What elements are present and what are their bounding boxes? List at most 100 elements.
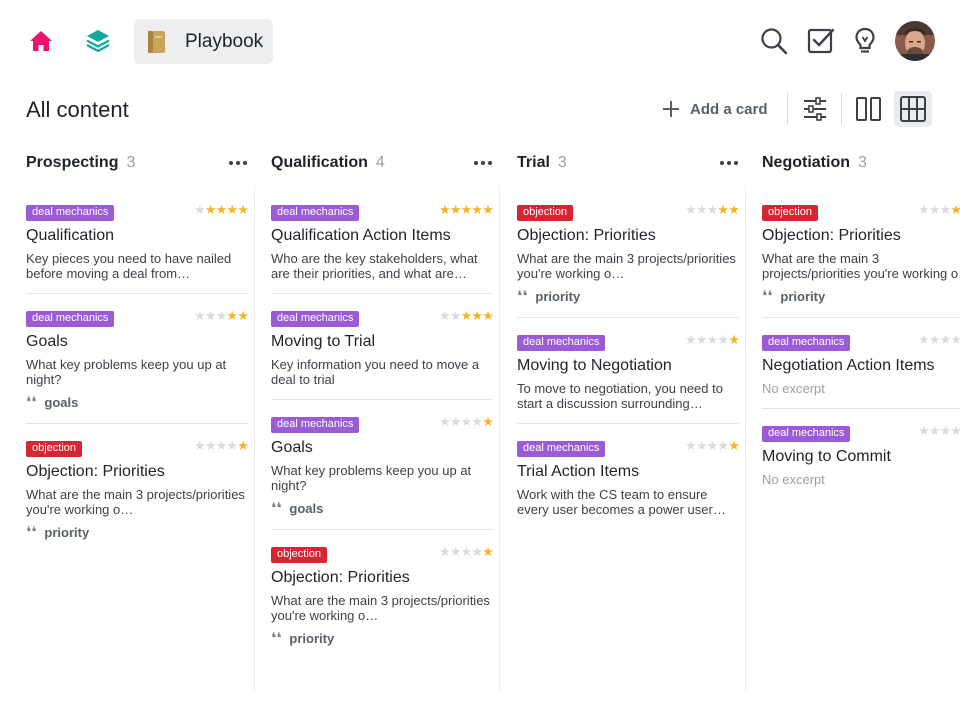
content-card[interactable]: deal mechanics ★ ★ ★ ★ ★ Goals What key problem… bbox=[271, 414, 494, 517]
content-card[interactable]: deal mechanics ★ ★ ★ ★ ★ Qualification Key piec… bbox=[26, 202, 249, 281]
tag-badge: deal mechanics bbox=[517, 441, 606, 457]
grid-view-icon[interactable] bbox=[894, 91, 932, 127]
columns-view-icon[interactable] bbox=[855, 95, 883, 123]
quote-label: priority bbox=[780, 288, 826, 304]
column-divider bbox=[745, 186, 746, 691]
quote-label: priority bbox=[44, 524, 90, 540]
star-rating: ★★★★★ bbox=[194, 202, 249, 217]
star-icon: ★ bbox=[918, 202, 930, 217]
add-card-label: Add a card bbox=[690, 100, 768, 118]
quote-icon: ❛❛ bbox=[26, 524, 37, 541]
tag-badge: deal mechanics bbox=[26, 311, 115, 327]
card-excerpt: No excerpt bbox=[762, 472, 825, 487]
add-card-button[interactable]: Add a card bbox=[661, 96, 768, 122]
tag-badge: deal mechanics bbox=[517, 335, 606, 351]
tag-badge: deal mechanics bbox=[271, 205, 360, 221]
content-card[interactable]: deal mechanics ★★★★★ Moving to Commit No ex… bbox=[762, 423, 960, 487]
star-icon: ★ bbox=[449, 202, 462, 217]
card-excerpt: What are the main 3 projects/priorities … bbox=[271, 593, 490, 623]
content-card[interactable]: deal mechanics ★ ★ ★ ★ ★ Moving to Trial Key in… bbox=[271, 308, 494, 387]
search-icon[interactable] bbox=[759, 26, 789, 56]
card-title: Qualification bbox=[26, 227, 115, 244]
content-card[interactable]: objection★★★★★Objection: PrioritiesWhat … bbox=[762, 202, 960, 305]
star-icon: ★ bbox=[717, 332, 730, 347]
star-icon: ★ bbox=[439, 544, 451, 559]
star-icon: ★ bbox=[717, 202, 730, 217]
star-icon: ★ bbox=[717, 438, 730, 453]
column-title: Prospecting bbox=[26, 154, 119, 171]
card-excerpt: No excerpt bbox=[762, 381, 825, 396]
column-title: Trial bbox=[517, 154, 550, 171]
card-excerpt: What are the main 3 projects/priorities … bbox=[26, 487, 245, 517]
star-icon: ★ bbox=[695, 438, 708, 453]
star-icon: ★ bbox=[471, 414, 484, 429]
content-card[interactable]: deal mechanics ★ ★ ★ ★ ★ Goals What key problem… bbox=[26, 308, 249, 411]
playbook-tab[interactable]: Playbook bbox=[134, 19, 273, 64]
avatar[interactable] bbox=[895, 21, 935, 61]
content-card[interactable]: deal mechanics ★ ★ ★ ★ ★ Moving to Negotiation… bbox=[517, 332, 740, 411]
star-icon: ★ bbox=[226, 308, 239, 323]
star-rating: ★★★★★ bbox=[439, 202, 494, 217]
quote-icon: ❛❛ bbox=[762, 288, 773, 305]
star-icon: ★ bbox=[728, 202, 740, 217]
star-icon: ★ bbox=[939, 332, 952, 347]
quote-icon: ❛❛ bbox=[517, 288, 528, 305]
column-header: Negotiation 3 bbox=[762, 150, 960, 176]
star-icon: ★ bbox=[460, 202, 473, 217]
board-column: Prospecting 3 deal mechanics ★ ★ ★ ★ ★ Qualifica… bbox=[26, 150, 249, 541]
star-icon: ★ bbox=[950, 202, 960, 217]
filter-icon[interactable] bbox=[802, 96, 828, 122]
card-excerpt: What are the main 3 projects/priorities … bbox=[762, 251, 960, 281]
star-icon: ★ bbox=[471, 308, 484, 323]
more-options-icon[interactable] bbox=[473, 156, 493, 170]
lightbulb-icon[interactable] bbox=[850, 26, 880, 56]
card-divider bbox=[762, 317, 960, 318]
card-divider bbox=[517, 317, 739, 318]
tag-badge: deal mechanics bbox=[762, 335, 851, 351]
star-icon: ★ bbox=[204, 308, 217, 323]
star-icon: ★ bbox=[237, 202, 249, 217]
more-options-icon[interactable] bbox=[719, 156, 739, 170]
star-rating: ★★★★★ bbox=[685, 332, 740, 347]
playbook-label: Playbook bbox=[185, 30, 264, 52]
card-title: Objection: Priorities bbox=[517, 227, 656, 244]
board-column: Qualification 4 deal mechanics ★ ★ ★ ★ ★ Qualifi… bbox=[271, 150, 494, 647]
toolbar-divider bbox=[841, 93, 842, 125]
content-card[interactable]: deal mechanics ★ ★ ★ ★ ★ Trial Action Items Wor… bbox=[517, 438, 740, 517]
star-icon: ★ bbox=[928, 332, 941, 347]
home-icon[interactable] bbox=[28, 28, 54, 54]
tag-badge: deal mechanics bbox=[271, 311, 360, 327]
star-rating: ★★★★★ bbox=[439, 544, 494, 559]
plus-icon bbox=[663, 101, 679, 117]
card-title: Objection: Priorities bbox=[762, 227, 901, 244]
card-title: Goals bbox=[26, 333, 68, 350]
layers-icon[interactable] bbox=[84, 27, 112, 55]
toolbar-divider bbox=[787, 93, 788, 125]
star-icon: ★ bbox=[215, 308, 228, 323]
more-options-icon[interactable] bbox=[228, 156, 248, 170]
star-rating: ★★★★★ bbox=[918, 333, 960, 346]
star-icon: ★ bbox=[215, 438, 228, 453]
star-icon: ★ bbox=[460, 544, 473, 559]
quote-label: goals bbox=[44, 394, 79, 410]
column-header: Qualification 4 bbox=[271, 150, 493, 176]
star-icon: ★ bbox=[449, 308, 462, 323]
star-icon: ★ bbox=[449, 414, 462, 429]
star-icon: ★ bbox=[471, 544, 484, 559]
content-card[interactable]: deal mechanics ★ ★ ★ ★ ★ Qualification Action … bbox=[271, 202, 494, 281]
star-icon: ★ bbox=[695, 202, 708, 217]
tag-badge: objection bbox=[517, 205, 574, 221]
content-card[interactable]: deal mechanics ★★★★★ Negotiation Action It… bbox=[762, 332, 960, 396]
card-divider bbox=[271, 399, 493, 400]
card-quote: ❛❛ priority bbox=[26, 523, 248, 541]
tag-badge: objection bbox=[26, 441, 83, 457]
star-rating: ★★★★★ bbox=[918, 424, 960, 437]
tasks-icon[interactable] bbox=[806, 26, 836, 56]
star-rating: ★★★★★ bbox=[194, 438, 249, 453]
star-rating: ★★★★★ bbox=[685, 438, 740, 453]
card-excerpt: What key problems keep you up at night? bbox=[26, 357, 227, 387]
tag-badge: deal mechanics bbox=[271, 417, 360, 433]
